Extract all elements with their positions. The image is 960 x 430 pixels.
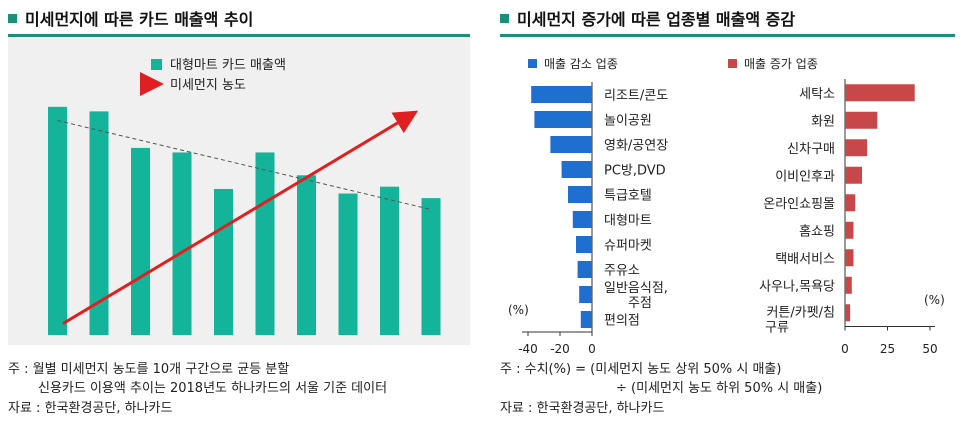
legend-dec-swatch — [528, 59, 537, 68]
dec-category-label: PC방,DVD — [604, 164, 666, 179]
inc-bar-0 — [845, 84, 915, 102]
right-panel-title: 미세먼지 증가에 따른 업종별 매출액 증감 — [500, 6, 795, 30]
inc-bar-1 — [845, 111, 878, 129]
inc-category-label: 구류 — [765, 320, 789, 335]
dec-tick-label: -20 — [550, 342, 570, 356]
unit-right-label: (%) — [924, 293, 945, 307]
dec-category-label: 슈퍼마켓 — [604, 239, 652, 254]
left-source: 자료 : 한국환경공단, 하나카드 — [8, 401, 173, 416]
legend-bar-label: 대형마트 카드 매출액 — [170, 58, 286, 73]
inc-category-label: 이비인후과 — [775, 169, 835, 184]
bar-9 — [380, 186, 399, 335]
dec-bar-3 — [561, 161, 592, 178]
bar-5 — [214, 188, 233, 335]
dec-category-label: 특급호텔 — [604, 189, 652, 204]
dec-category-label: 리조트/콘도 — [604, 89, 668, 104]
dec-category-label: 영화/공연장 — [604, 139, 668, 154]
inc-bar-5 — [845, 221, 854, 239]
inc-bar-3 — [845, 166, 862, 184]
legend-bar-swatch — [151, 59, 162, 70]
dec-bar-4 — [568, 186, 592, 203]
dec-category-label: 편의점 — [604, 314, 640, 329]
title-marker-icon — [500, 14, 509, 23]
bar-3 — [131, 147, 150, 335]
inc-category-label: 신차구매 — [787, 142, 835, 157]
bar-4 — [172, 152, 192, 335]
left-title-text: 미세먼지에 따른 카드 매출액 추이 — [25, 10, 254, 29]
dec-bar-5 — [572, 211, 592, 228]
dec-category-label: 주유소 — [604, 264, 640, 279]
left-note-1: 주 : 월별 미세먼지 농도를 10개 구간으로 균등 분할 — [8, 362, 290, 377]
inc-category-label: 세탁소 — [799, 87, 835, 102]
inc-category-label: 택배서비스 — [775, 252, 835, 267]
title-marker-icon — [8, 14, 17, 23]
inc-category-label: 온라인쇼핑몰 — [763, 197, 835, 212]
right-title-text: 미세먼지 증가에 따른 업종별 매출액 증감 — [517, 10, 796, 29]
inc-tick-label: 0 — [841, 342, 849, 356]
unit-left-label: (%) — [508, 303, 529, 317]
dec-bar-0 — [531, 86, 592, 103]
right-note-2: ÷ (미세먼지 농도 하위 50% 시 매출) — [616, 381, 823, 396]
right-chart: 매출 감소 업종 매출 증가 업종 (%) (%) 리조트/콘도놀이공원영화/공… — [508, 57, 945, 356]
inc-tick-label: 25 — [880, 342, 895, 356]
pm-concentration-arrow — [62, 110, 419, 325]
inc-bar-2 — [845, 139, 868, 157]
inc-category-label: 커튼/카펫/침 — [766, 305, 835, 320]
legend-dec-label: 매출 감소 업종 — [544, 57, 618, 71]
bar-10 — [421, 198, 441, 335]
inc-bar-8 — [845, 304, 851, 322]
inc-category-label: 화원 — [811, 114, 835, 129]
dec-bar-1 — [534, 111, 592, 128]
bar-6 — [255, 152, 275, 335]
right-title-rule — [500, 34, 955, 37]
bar-8 — [338, 193, 358, 335]
left-panel-title: 미세먼지에 따른 카드 매출액 추이 — [8, 6, 253, 30]
legend-line-label: 미세먼지 농도 — [170, 78, 246, 93]
left-note-2: 신용카드 이용액 추이는 2018년도 하나카드의 서울 기준 데이터 — [38, 381, 388, 396]
left-chart: 대형마트 카드 매출액 미세먼지 농도 — [8, 38, 470, 345]
legend-inc-swatch — [728, 59, 737, 68]
inc-category-label: 홈쇼핑 — [799, 224, 835, 239]
dec-category-label: 대형마트 — [604, 214, 652, 229]
dec-category-label: 주점 — [628, 296, 652, 311]
bar-7 — [297, 175, 316, 335]
dec-category-label: 일반음식점, — [604, 281, 668, 296]
inc-category-label: 사우나,목욕당 — [759, 279, 835, 294]
dec-bar-7 — [577, 261, 592, 278]
dec-tick-label: 0 — [588, 342, 596, 356]
inc-tick-label: 50 — [922, 342, 937, 356]
dec-bar-6 — [576, 236, 592, 253]
dec-tick-label: -40 — [518, 342, 538, 356]
dec-category-label: 놀이공원 — [604, 114, 652, 129]
dec-bar-2 — [550, 136, 592, 153]
legend-inc-label: 매출 증가 업종 — [744, 57, 818, 71]
dec-bar-8 — [579, 286, 592, 303]
right-source: 자료 : 한국환경공단, 하나카드 — [500, 401, 665, 416]
right-note-1: 주 : 수치(%) = (미세먼지 농도 상위 50% 시 매출) — [500, 362, 782, 377]
left-title-rule — [8, 34, 470, 37]
dec-bar-9 — [580, 311, 592, 328]
inc-bar-6 — [845, 249, 854, 267]
inc-bar-4 — [845, 194, 856, 212]
bar-2 — [89, 111, 109, 335]
trend-line — [57, 120, 432, 210]
inc-bar-7 — [845, 276, 852, 294]
bar-1 — [48, 106, 67, 336]
